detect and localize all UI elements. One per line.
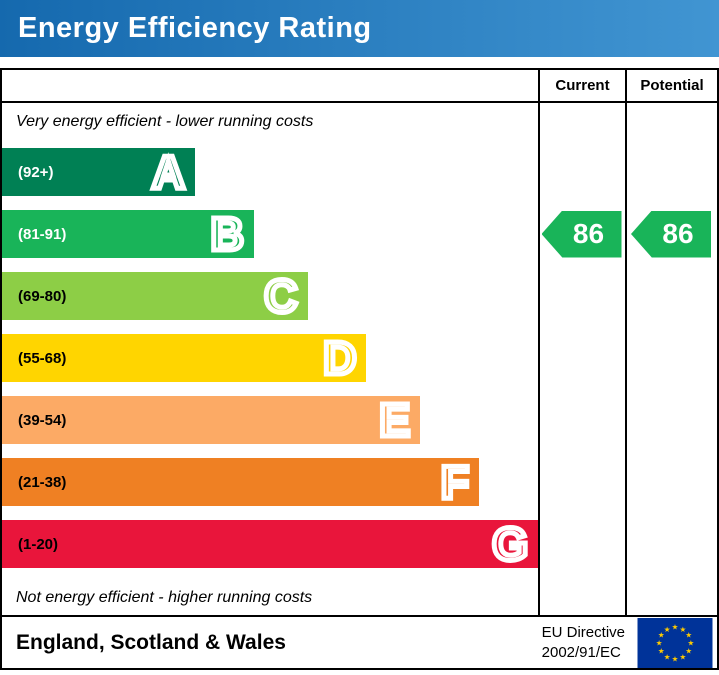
band-row-f: (21-38) F — [2, 451, 538, 513]
band-range-label: (55-68) — [18, 349, 67, 367]
band-row-c: (69-80) C — [2, 265, 538, 327]
band-letter: C — [262, 270, 300, 322]
svg-text:★: ★ — [672, 622, 679, 631]
current-rating-cell: 86 — [538, 203, 625, 265]
band-letter: D — [321, 332, 359, 384]
page-title: Energy Efficiency Rating — [18, 12, 372, 44]
band-range-label: (21-38) — [18, 473, 67, 491]
header-spacer — [2, 70, 538, 103]
column-header-current: Current — [538, 70, 625, 103]
column-header-potential: Potential — [625, 70, 717, 103]
svg-text:★: ★ — [680, 624, 687, 633]
footer: England, Scotland & Wales EU Directive 2… — [2, 615, 717, 668]
band-bar-f: (21-38) F — [2, 456, 480, 508]
region-label: England, Scotland & Wales — [16, 630, 286, 654]
band-bar-b: (81-91) B — [2, 208, 254, 260]
band-letter: E — [377, 394, 413, 446]
bottom-note: Not energy efficient - higher running co… — [16, 589, 313, 606]
band-range-label: (1-20) — [18, 535, 59, 553]
band-range-label: (69-80) — [18, 287, 67, 305]
svg-text:★: ★ — [687, 638, 694, 647]
title-gap — [0, 57, 719, 68]
eu-directive-label: EU Directive 2002/91/EC — [542, 623, 637, 662]
svg-text:★: ★ — [685, 630, 692, 639]
potential-rating-cell: 86 — [625, 203, 717, 265]
band-letter: B — [208, 208, 246, 260]
band-row-d: (55-68) D — [2, 327, 538, 389]
band-range-label: (92+) — [18, 163, 54, 181]
eu-flag-icon: ★ ★ ★ ★ ★ ★ ★ ★ ★ ★ ★ ★ — [637, 617, 713, 668]
band-range-label: (81-91) — [18, 225, 67, 243]
current-rating-value: 86 — [572, 218, 605, 249]
potential-rating-value: 86 — [662, 218, 694, 249]
potential-column — [625, 103, 717, 615]
title-bar: Energy Efficiency Rating — [0, 0, 719, 57]
svg-text:★: ★ — [658, 646, 665, 655]
band-bar-g: (1-20) G — [2, 518, 538, 570]
svg-text:★: ★ — [664, 624, 671, 633]
current-rating-arrow: 86 — [541, 210, 622, 258]
band-letter: G — [490, 518, 531, 570]
epc-table: Current Potential Very energy efficient … — [0, 68, 719, 670]
band-row-e: (39-54) E — [2, 389, 538, 451]
current-column — [538, 103, 625, 615]
band-bar-d: (55-68) D — [2, 332, 367, 384]
band-range-label: (39-54) — [18, 411, 67, 429]
svg-text:★: ★ — [664, 652, 671, 661]
potential-rating-arrow: 86 — [631, 210, 711, 258]
eu-directive-line2: 2002/91/EC — [541, 643, 621, 661]
band-bar-a: (92+) A — [2, 146, 195, 198]
band-row-a: (92+) A — [2, 141, 538, 203]
svg-text:★: ★ — [680, 652, 687, 661]
epc-chart: Current Potential Very energy efficient … — [2, 70, 717, 615]
band-letter: A — [149, 146, 187, 198]
eu-directive-line1: EU Directive — [541, 624, 625, 641]
band-letter: F — [438, 456, 471, 508]
svg-text:★: ★ — [656, 638, 663, 647]
band-row-g: (1-20) G — [2, 513, 538, 575]
svg-text:★: ★ — [672, 654, 679, 663]
top-note: Very energy efficient - lower running co… — [16, 113, 314, 130]
band-bar-e: (39-54) E — [2, 394, 421, 446]
svg-text:★: ★ — [658, 630, 665, 639]
band-row-b: (81-91) B — [2, 203, 538, 265]
svg-text:★: ★ — [685, 646, 692, 655]
band-bar-c: (69-80) C — [2, 270, 308, 322]
